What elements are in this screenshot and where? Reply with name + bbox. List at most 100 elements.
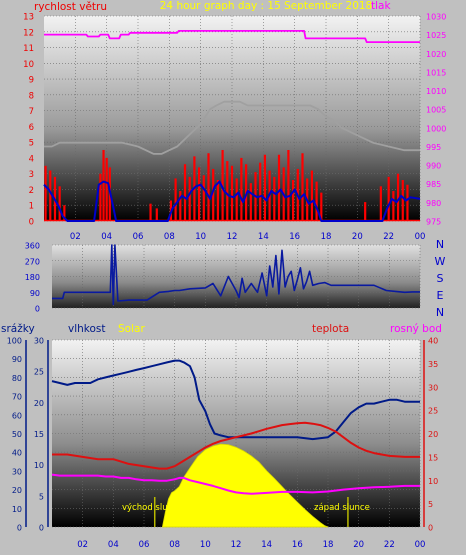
direction-tick-label: 180 <box>25 273 40 282</box>
solar-area <box>161 443 329 528</box>
humidity-tick-label: 10 <box>34 461 44 470</box>
wind-tick-label: 10 <box>23 60 34 70</box>
compass-label: S <box>437 272 444 285</box>
wind-tick-label: 13 <box>23 13 34 23</box>
temp-tick-label: 30 <box>428 383 438 392</box>
x-tick-label: 02 <box>70 232 81 242</box>
compass-label: N <box>436 238 444 251</box>
wind-tick-label: 2 <box>29 186 34 196</box>
x-tick-label: 00 <box>415 232 426 242</box>
x-tick-label: 20 <box>352 232 363 242</box>
rain-tick-label: 40 <box>12 449 22 458</box>
pressure-tick-label: 1015 <box>426 68 446 77</box>
x-tick-label: 18 <box>321 232 332 242</box>
x-tick-label: 06 <box>133 232 144 242</box>
direction-tick-label: 270 <box>25 257 40 266</box>
wind-pressure-grid <box>44 15 421 222</box>
x-tick-label: 14 <box>258 232 269 242</box>
pressure-tick-label: 990 <box>426 162 441 171</box>
wind-tick-label: 12 <box>23 28 34 38</box>
wind-pressure-series <box>43 29 421 222</box>
temp-tick-label: 35 <box>428 360 438 369</box>
pressure-tick-label: 1005 <box>426 106 446 115</box>
pressure-tick-label: 1030 <box>426 13 446 22</box>
wind_avg-line <box>43 180 421 222</box>
direction-tick-label: 360 <box>25 242 40 251</box>
humidity-tick-label: 20 <box>34 399 44 408</box>
chart-title: 24 hour graph day : 15 September 2018 <box>160 0 372 12</box>
humidity-label: vlhkost <box>68 323 106 335</box>
x-tick-label: 08 <box>164 232 175 242</box>
temp-tick-label: 20 <box>428 430 438 439</box>
pressure-tick-label: 980 <box>426 199 441 208</box>
temperature-line <box>52 421 420 470</box>
rain-tick-label: 100 <box>7 337 22 346</box>
wind-pressure-ticks: 0123456789101112139759809859909951000100… <box>23 13 446 243</box>
wind-tick-label: 4 <box>29 154 34 164</box>
compass-label: W <box>435 255 446 268</box>
temp-humidity-ticks: 0102030405060708090100051015202530051015… <box>7 337 438 551</box>
temp-tick-label: 10 <box>428 477 438 486</box>
humidity-tick-label: 0 <box>39 524 44 533</box>
pressure-tick-label: 1020 <box>426 50 446 59</box>
x-tick-label: 22 <box>384 540 395 550</box>
wind-tick-label: 1 <box>29 202 34 212</box>
x-tick-label: 12 <box>231 540 242 550</box>
x-tick-label: 16 <box>292 540 303 550</box>
x-tick-label: 00 <box>415 540 426 550</box>
x-tick-label: 12 <box>227 232 238 242</box>
x-tick-label: 08 <box>169 540 180 550</box>
pressure-tick-label: 1000 <box>426 124 446 133</box>
temperature-label: teplota <box>312 323 349 335</box>
humidity-line <box>51 359 420 441</box>
pressure-tick-label: 1025 <box>426 31 446 40</box>
pressure-label: tlak <box>371 0 391 12</box>
dewpoint-line <box>51 473 420 495</box>
x-tick-label: 20 <box>353 540 364 550</box>
temp_in-line <box>44 100 420 155</box>
x-tick-label: 10 <box>200 540 211 550</box>
wind-tick-label: 3 <box>29 170 34 180</box>
dewpoint-label: rosný bod <box>390 323 442 335</box>
rain-tick-label: 70 <box>12 393 22 402</box>
compass-label: E <box>437 289 444 302</box>
pressure-tick-label: 975 <box>426 218 441 227</box>
temp-humidity-series <box>51 359 420 528</box>
pressure-line <box>44 29 420 43</box>
wind-tick-label: 11 <box>23 44 34 54</box>
rain-tick-label: 0 <box>17 524 22 533</box>
temp-tick-label: 25 <box>428 407 438 416</box>
x-tick-label: 22 <box>383 232 394 242</box>
wind-tick-label: 5 <box>29 139 34 149</box>
direction-tick-label: 0 <box>35 305 40 314</box>
rain-tick-label: 80 <box>12 374 22 383</box>
humidity-tick-label: 30 <box>34 337 44 346</box>
rain-tick-label: 30 <box>12 467 22 476</box>
x-tick-label: 06 <box>139 540 150 550</box>
solar-label: Solar <box>118 323 145 335</box>
sunset-label: západ slunce <box>314 503 370 513</box>
temp-tick-label: 5 <box>428 500 433 509</box>
rain-tick-label: 20 <box>12 486 22 495</box>
x-tick-label: 14 <box>261 540 272 550</box>
humidity-tick-label: 25 <box>34 368 44 377</box>
wind-tick-label: 6 <box>29 123 34 133</box>
wind-tick-label: 0 <box>29 218 34 228</box>
rain-tick-label: 60 <box>12 411 22 420</box>
temp-tick-label: 15 <box>428 453 438 462</box>
pressure-tick-label: 995 <box>426 143 441 152</box>
compass-label: N <box>436 306 444 319</box>
rain-label: srážky <box>1 323 35 335</box>
x-tick-label: 16 <box>289 232 300 242</box>
rain-tick-label: 90 <box>12 355 22 364</box>
temp-tick-label: 0 <box>428 524 433 533</box>
humidity-tick-label: 15 <box>34 430 44 439</box>
direction-tick-label: 90 <box>30 289 40 298</box>
wind-direction-series <box>52 244 420 306</box>
wind-tick-label: 9 <box>29 76 34 86</box>
temp-tick-label: 40 <box>428 337 438 346</box>
x-tick-label: 04 <box>101 232 112 242</box>
x-tick-label: 18 <box>323 540 334 550</box>
